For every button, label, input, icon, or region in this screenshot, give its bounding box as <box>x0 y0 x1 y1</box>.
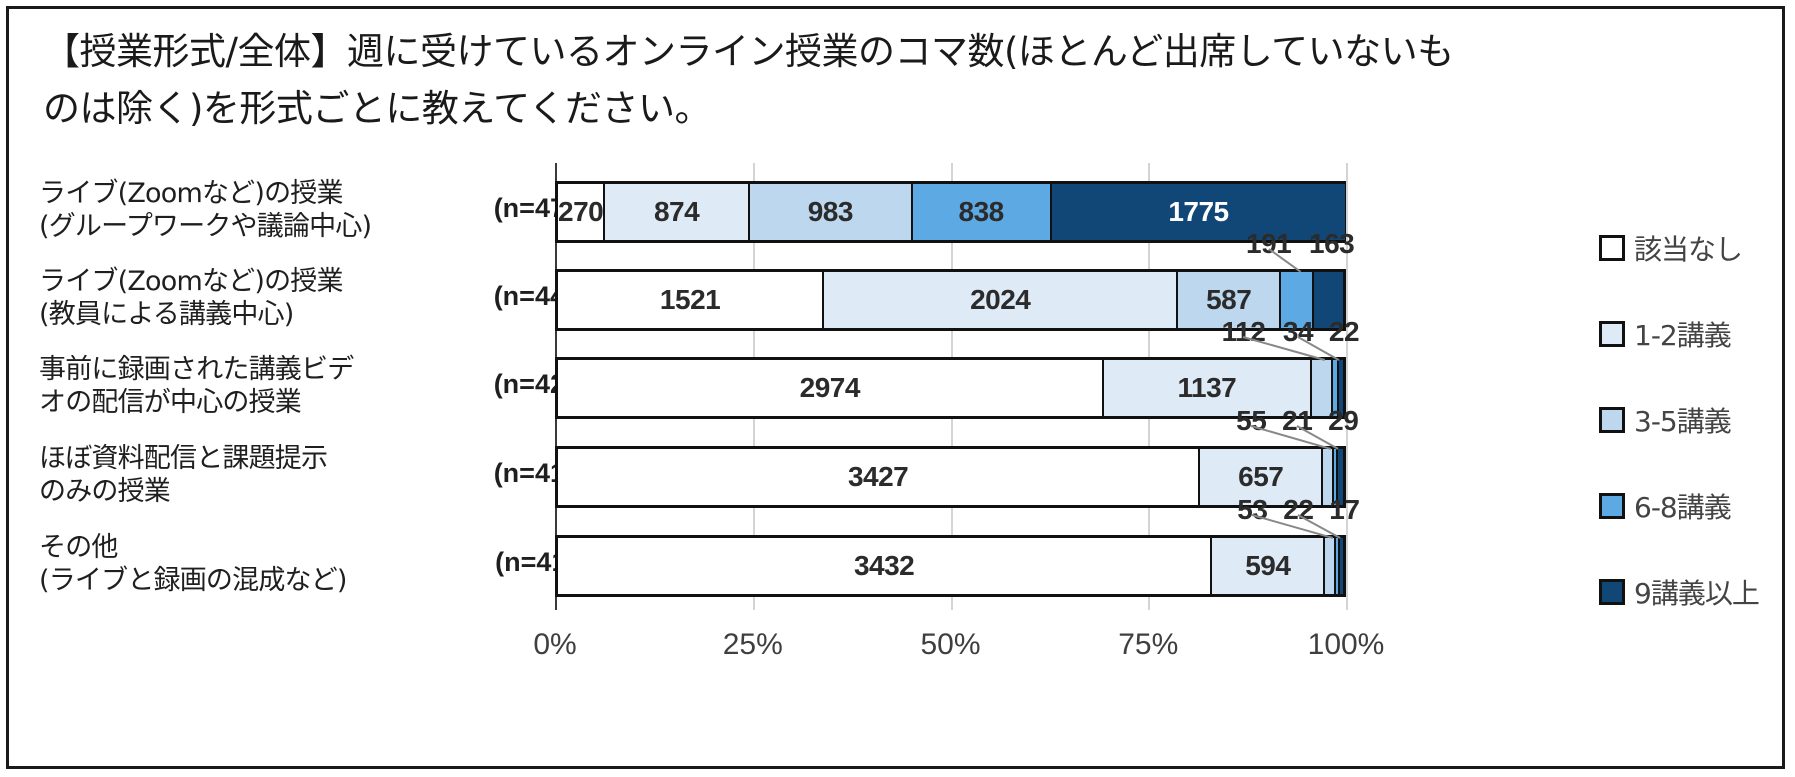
legend-swatch-icon <box>1599 235 1625 261</box>
segment-value: 270 <box>558 196 604 227</box>
bar-segment[interactable]: 1521 <box>558 272 825 328</box>
bar-segment[interactable]: 53 <box>1325 538 1336 594</box>
bar-segment[interactable]: 112 <box>1312 360 1333 416</box>
bar-segment[interactable]: 22 <box>1338 360 1343 416</box>
bar-segment[interactable]: 594 <box>1212 538 1326 594</box>
legend-swatch-icon <box>1599 407 1625 433</box>
legend-item-label: 9講義以上 <box>1634 577 1760 610</box>
bar-segment[interactable]: 191 <box>1281 272 1315 328</box>
bar-segment[interactable]: 29 <box>1337 449 1343 505</box>
segment-callout-value: 163 <box>1309 228 1355 259</box>
category-label: ライブ(Zoomなど)の授業 (グループワークや議論中心) <box>39 178 372 242</box>
segment-value: 2024 <box>970 284 1031 315</box>
bar-segment[interactable]: 1775 <box>1051 184 1346 240</box>
segment-callout-value: 112 <box>1221 316 1266 347</box>
bar-segment[interactable]: 2024 <box>824 272 1179 328</box>
x-axis-tick-50%: 50% <box>920 628 981 661</box>
segment-value: 1521 <box>659 284 721 315</box>
bar-segment[interactable]: 3427 <box>558 449 1201 505</box>
bar-segment[interactable]: 587 <box>1178 272 1282 328</box>
legend-item[interactable]: 9講義以上 <box>1599 549 1779 635</box>
x-axis-tick-25%: 25% <box>722 628 783 661</box>
plot-area: ライブ(Zoomなど)の授業 (グループワークや議論中心) (n=4740) 270… <box>9 9 1788 766</box>
x-axis-tick-0%: 0% <box>533 628 577 661</box>
legend-item[interactable]: 1-2講義 <box>1599 291 1779 377</box>
chart-title: 【授業形式/全体】週に受けているオンライン授業のコマ数(ほとんど出席していないも… <box>43 30 1454 130</box>
segment-value: 587 <box>1206 284 1252 315</box>
bar-segment[interactable]: 1137 <box>1103 360 1313 416</box>
legend-item-label: 1-2講義 <box>1634 319 1732 352</box>
legend-item-label: 6-8講義 <box>1634 491 1732 524</box>
x-axis-tick-100%: 100% <box>1307 628 1385 661</box>
segment-callout-value: 17 <box>1329 494 1360 525</box>
bar-segment[interactable]: 657 <box>1200 449 1324 505</box>
stacked-bar[interactable]: 2974 1137 1123422 <box>555 357 1346 419</box>
chart-frame: 【授業形式/全体】週に受けているオンライン授業のコマ数(ほとんど出席していないも… <box>6 6 1785 769</box>
segment-callout-value: 29 <box>1328 405 1359 436</box>
legend-item-label: 該当なし <box>1634 233 1743 266</box>
segment-callout-value: 55 <box>1236 405 1267 436</box>
bar-segment[interactable]: 838 <box>912 184 1052 240</box>
bar-segment[interactable]: 270 <box>558 184 606 240</box>
bar-segment[interactable]: 34 <box>1332 360 1339 416</box>
bar-segment[interactable]: 17 <box>1339 538 1343 594</box>
bar-segment[interactable]: 21 <box>1333 449 1338 505</box>
segment-value: 874 <box>653 196 700 227</box>
stacked-bar[interactable]: 3432 594 532217 <box>555 535 1346 597</box>
category-label: 事前に録画された講義ビデ オの配信が中心の授業 <box>39 354 354 418</box>
stacked-bar[interactable]: 270 874 983 838 1775 <box>555 181 1346 243</box>
segment-value: 1775 <box>1168 196 1229 227</box>
segment-value: 983 <box>807 196 854 227</box>
legend-item-label: 3-5講義 <box>1634 405 1732 438</box>
legend-item[interactable]: 3-5講義 <box>1599 377 1779 463</box>
segment-value: 1137 <box>1177 372 1237 403</box>
legend-item[interactable]: 6-8講義 <box>1599 463 1779 549</box>
segment-value: 657 <box>1238 461 1284 492</box>
stacked-bar[interactable]: 3427 657 552129 <box>555 446 1346 508</box>
bar-segment[interactable]: 874 <box>605 184 750 240</box>
segment-value: 594 <box>1245 550 1291 581</box>
segment-callout-value: 22 <box>1328 316 1360 347</box>
stacked-bar[interactable]: 1521 2024 587 191163 <box>555 269 1346 331</box>
category-label: その他 (ライブと録画の混成など) <box>39 532 347 596</box>
bar-segment[interactable]: 22 <box>1335 538 1340 594</box>
legend-item[interactable]: 該当なし <box>1599 205 1779 291</box>
category-label: ライブ(Zoomなど)の授業 (教員による講義中心) <box>39 266 344 330</box>
chart-legend: 該当なし 1-2講義 3-5講義 6-8講義 9講義以上 <box>1599 205 1779 635</box>
x-axis-tick-75%: 75% <box>1118 628 1179 661</box>
bar-segment[interactable]: 3432 <box>558 538 1213 594</box>
bar-segment[interactable]: 2974 <box>558 360 1104 416</box>
bar-segment[interactable]: 983 <box>749 184 913 240</box>
segment-value: 3432 <box>853 550 915 581</box>
legend-swatch-icon <box>1599 321 1625 347</box>
bar-segment[interactable]: 163 <box>1314 272 1343 328</box>
gridline-100% <box>1346 163 1348 610</box>
bar-segment[interactable]: 55 <box>1323 449 1334 505</box>
segment-callout-value: 191 <box>1246 228 1292 259</box>
segment-callout-value: 53 <box>1237 494 1268 525</box>
segment-value: 2974 <box>799 372 861 403</box>
legend-swatch-icon <box>1599 579 1625 605</box>
segment-value: 3427 <box>847 461 909 492</box>
segment-value: 838 <box>958 196 1005 227</box>
legend-swatch-icon <box>1599 493 1625 519</box>
category-label: ほぼ資料配信と課題提示 のみの授業 <box>39 443 328 507</box>
